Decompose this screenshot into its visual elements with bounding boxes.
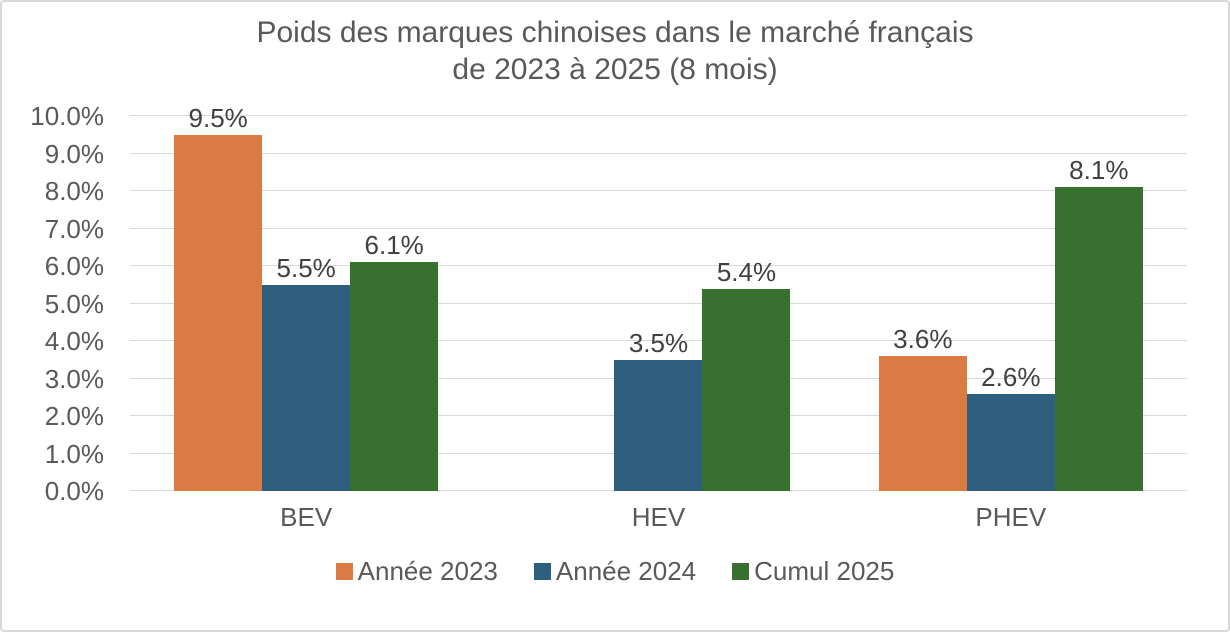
- bar-data-label: 3.6%: [893, 324, 953, 354]
- y-axis: 0.0% 1.0% 2.0% 3.0% 4.0% 5.0% 6.0% 7.0% 8.0% 9.0%…: [2, 103, 116, 504]
- x-category-label-phev: PHEV: [975, 502, 1047, 532]
- bar-slot: 8.1%: [1054, 116, 1143, 491]
- bar-slot: 2.6%: [966, 116, 1055, 491]
- y-tick-label: 6.0%: [44, 251, 104, 281]
- y-tick-label: 7.0%: [44, 213, 104, 244]
- legend-label: Cumul 2025: [754, 556, 895, 586]
- y-tick-label: 5.0%: [44, 288, 104, 319]
- gridline: [130, 190, 1187, 191]
- y-tick-label: 8.0%: [44, 176, 104, 206]
- y-tick-label: 1.0%: [44, 438, 104, 469]
- gridline: [130, 115, 1187, 116]
- bar-group-bev: 9.5% 5.5% 6.1%: [130, 104, 482, 491]
- plot-area: 9.5% 5.5% 6.1% 3.5% 5.4% 3.6% 2.6% 8.1%: [130, 104, 1187, 491]
- bar-phev-année-2024: 2.6%: [966, 363, 1055, 491]
- x-axis: BEV HEV PHEV: [130, 502, 1187, 532]
- gridline: [130, 227, 1187, 229]
- chart-title-line1: Poids des marques chinoises dans le marc…: [256, 16, 974, 49]
- bar-group-phev: 3.6% 2.6% 8.1%: [835, 116, 1187, 491]
- legend-swatch-icon: [335, 562, 353, 580]
- bar-slot: 9.5%: [174, 104, 263, 491]
- bar-bev-année-2023: 9.5%: [174, 104, 263, 491]
- bar-slot: 6.1%: [350, 116, 439, 491]
- bar-data-label: 9.5%: [188, 102, 248, 133]
- bar-bev-année-2024: 5.5%: [262, 254, 351, 491]
- bar-data-label: 2.6%: [981, 361, 1041, 392]
- bar-data-label: 3.5%: [628, 327, 689, 358]
- bar-phev-cumul-2025: 8.1%: [1054, 156, 1143, 491]
- legend-label: Année 2024: [555, 556, 697, 586]
- bar-data-label: 5.4%: [716, 256, 777, 287]
- bar-groups: 9.5% 5.5% 6.1% 3.5% 5.4% 3.6% 2.6% 8.1%: [130, 104, 1187, 491]
- bar-data-label: 6.1%: [364, 230, 424, 261]
- y-tick-label: 2.0%: [44, 401, 104, 431]
- x-category-label-hev: HEV: [631, 502, 686, 532]
- gridline: [130, 302, 1187, 304]
- bar-slot: 5.4%: [702, 116, 791, 491]
- legend-label: Année 2023: [357, 556, 498, 586]
- y-tick-label: 0.0%: [44, 476, 104, 506]
- legend-item-année-2024: Année 2024: [533, 556, 697, 586]
- bar-slot: 5.5%: [262, 116, 351, 491]
- legend-swatch-icon: [533, 562, 551, 580]
- y-tick-label: 3.0%: [44, 363, 104, 394]
- gridline: [130, 340, 1187, 341]
- bar-data-label: 8.1%: [1069, 155, 1129, 186]
- bar-hev-année-2024: 3.5%: [614, 329, 703, 491]
- chart-title-line2: de 2023 à 2025 (8 mois): [452, 53, 778, 86]
- legend-item-cumul-2025: Cumul 2025: [732, 556, 894, 586]
- bar-slot: 3.5%: [614, 116, 703, 491]
- legend-item-année-2023: Année 2023: [335, 556, 498, 586]
- gridline: [130, 152, 1187, 154]
- bar-phev-année-2023: 3.6%: [878, 325, 967, 491]
- y-tick-label: 4.0%: [44, 326, 104, 356]
- x-category-label-bev: BEV: [280, 502, 333, 532]
- gridline: [130, 265, 1187, 266]
- bar-hev-cumul-2025: 5.4%: [702, 258, 791, 491]
- bar-slot: [526, 116, 614, 491]
- legend-swatch-icon: [732, 562, 750, 580]
- bar-data-label: 5.5%: [276, 252, 336, 283]
- bar-group-hev: 3.5% 5.4%: [482, 116, 834, 491]
- y-tick-label: 10.0%: [30, 101, 104, 131]
- bar-bev-cumul-2025: 6.1%: [350, 231, 439, 491]
- legend: Année 2023 Année 2024 Cumul 2025: [2, 556, 1228, 586]
- y-tick-label: 9.0%: [44, 138, 104, 169]
- bar-slot: 3.6%: [878, 116, 967, 491]
- chart-title: Poids des marques chinoises dans le marc…: [2, 14, 1228, 88]
